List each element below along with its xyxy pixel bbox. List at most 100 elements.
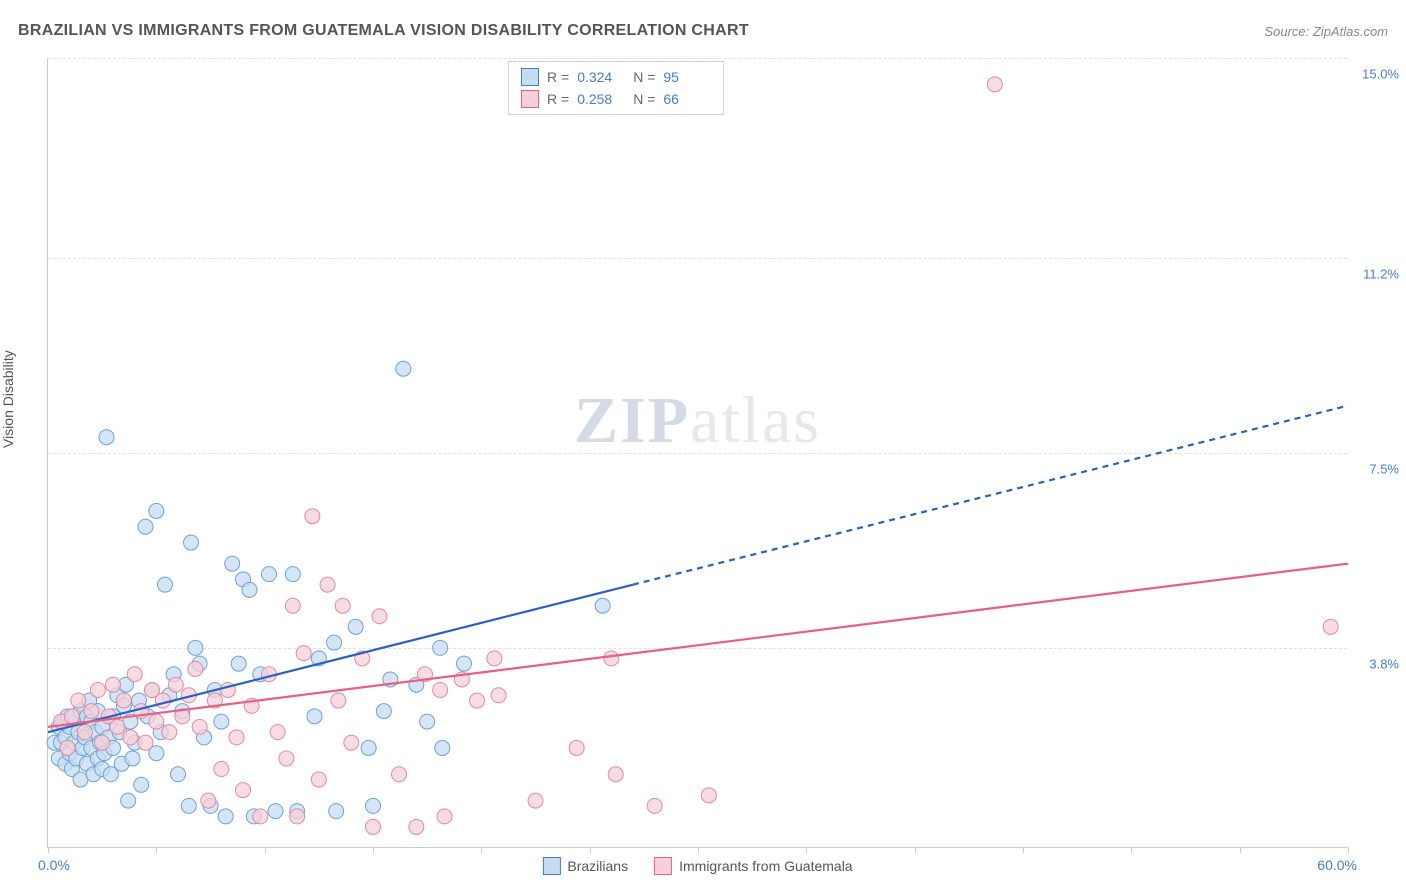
x-tick xyxy=(265,847,266,853)
plot-area: ZIPatlas 3.8%7.5%11.2%15.0% R =0.324N =9… xyxy=(47,58,1347,848)
scatter-point xyxy=(188,661,203,676)
scatter-point xyxy=(90,683,105,698)
x-tick xyxy=(806,847,807,853)
scatter-point xyxy=(214,762,229,777)
scatter-point xyxy=(236,783,251,798)
scatter-point xyxy=(296,646,311,661)
x-tick xyxy=(1131,847,1132,853)
scatter-point xyxy=(162,725,177,740)
scatter-point xyxy=(229,730,244,745)
x-axis-max-label: 60.0% xyxy=(1317,857,1357,873)
scatter-point xyxy=(99,430,114,445)
scatter-point xyxy=(491,688,506,703)
scatter-point xyxy=(433,640,448,655)
scatter-point xyxy=(420,714,435,729)
scatter-point xyxy=(253,809,268,824)
legend-r-value: 0.324 xyxy=(577,69,625,85)
scatter-point xyxy=(184,535,199,550)
scatter-point xyxy=(168,677,183,692)
scatter-point xyxy=(285,567,300,582)
scatter-point xyxy=(344,735,359,750)
scatter-point xyxy=(331,693,346,708)
scatter-point xyxy=(409,819,424,834)
x-tick xyxy=(481,847,482,853)
scatter-point xyxy=(366,798,381,813)
scatter-point xyxy=(155,693,170,708)
scatter-point xyxy=(376,704,391,719)
scatter-point xyxy=(305,509,320,524)
legend-swatch xyxy=(654,857,672,875)
scatter-point xyxy=(116,693,131,708)
scatter-point xyxy=(123,730,138,745)
legend-n-label: N = xyxy=(633,69,655,85)
scatter-point xyxy=(311,772,326,787)
scatter-point xyxy=(192,719,207,734)
scatter-point xyxy=(470,693,485,708)
x-tick xyxy=(156,847,157,853)
chart-title: BRAZILIAN VS IMMIGRANTS FROM GUATEMALA V… xyxy=(18,22,749,40)
scatter-point xyxy=(457,656,472,671)
scatter-point xyxy=(285,598,300,613)
scatter-point xyxy=(604,651,619,666)
y-tick-label: 3.8% xyxy=(1369,656,1399,671)
scatter-point xyxy=(77,725,92,740)
scatter-point xyxy=(121,793,136,808)
scatter-point xyxy=(307,709,322,724)
scatter-point xyxy=(231,656,246,671)
x-tick xyxy=(1240,847,1241,853)
x-axis-min-label: 0.0% xyxy=(38,857,70,873)
scatter-point xyxy=(225,556,240,571)
scatter-point xyxy=(437,809,452,824)
scatter-point xyxy=(214,714,229,729)
scatter-point xyxy=(647,798,662,813)
x-tick xyxy=(915,847,916,853)
x-tick xyxy=(590,847,591,853)
scatter-point xyxy=(320,577,335,592)
series-legend-label: Brazilians xyxy=(567,858,628,874)
scatter-point xyxy=(435,740,450,755)
scatter-point xyxy=(110,719,125,734)
scatter-point xyxy=(138,735,153,750)
stats-legend: R = 0.324 N = 95 R =0.258N =66 xyxy=(508,61,724,115)
series-legend-item: Brazilians xyxy=(542,857,628,875)
scatter-point xyxy=(392,767,407,782)
legend-n-value: 95 xyxy=(663,69,711,85)
scatter-point xyxy=(348,619,363,634)
legend-stat-row: R =0.258N =66 xyxy=(521,88,711,110)
scatter-point xyxy=(171,767,186,782)
scatter-point xyxy=(279,751,294,766)
scatter-point xyxy=(366,819,381,834)
scatter-point xyxy=(329,804,344,819)
series-legend-label: Immigrants from Guatemala xyxy=(679,858,853,874)
legend-r-label: R = xyxy=(547,69,569,85)
scatter-point xyxy=(290,809,305,824)
scatter-point xyxy=(528,793,543,808)
scatter-point xyxy=(106,677,121,692)
scatter-point xyxy=(181,798,196,813)
x-tick xyxy=(373,847,374,853)
scatter-point xyxy=(595,598,610,613)
x-tick xyxy=(1023,847,1024,853)
scatter-point xyxy=(361,740,376,755)
scatter-point xyxy=(60,740,75,755)
legend-r-value: 0.258 xyxy=(577,91,625,107)
y-tick-label: 15.0% xyxy=(1362,67,1399,82)
scatter-point xyxy=(268,804,283,819)
scatter-point xyxy=(64,709,79,724)
scatter-point xyxy=(95,735,110,750)
scatter-point xyxy=(134,777,149,792)
scatter-point xyxy=(270,725,285,740)
scatter-point xyxy=(218,809,233,824)
scatter-point xyxy=(335,598,350,613)
series-legend-item: Immigrants from Guatemala xyxy=(654,857,853,875)
scatter-point xyxy=(487,651,502,666)
legend-n-value: 66 xyxy=(663,91,711,107)
legend-swatch xyxy=(542,857,560,875)
scatter-point xyxy=(569,740,584,755)
scatter-point xyxy=(327,635,342,650)
scatter-point xyxy=(396,361,411,376)
legend-swatch xyxy=(521,68,539,86)
scatter-point xyxy=(262,567,277,582)
legend-swatch xyxy=(521,90,539,108)
x-tick xyxy=(698,847,699,853)
